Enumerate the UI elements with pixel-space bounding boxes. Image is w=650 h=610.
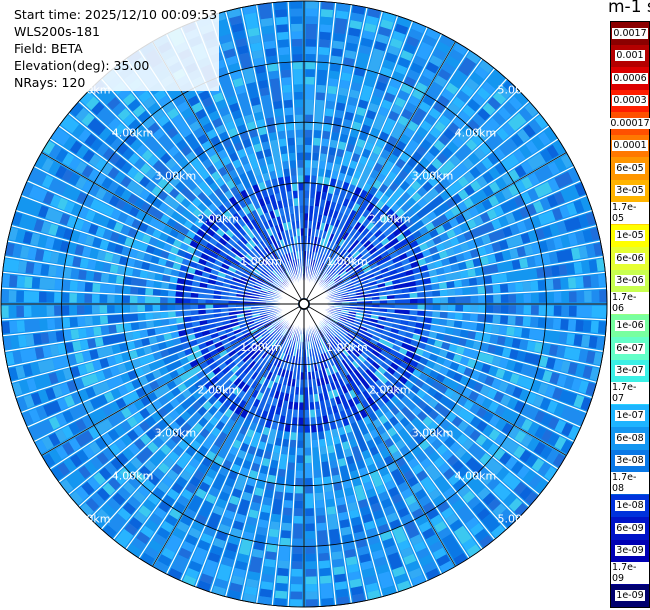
ring-label: 1.00km bbox=[326, 341, 368, 354]
colorbar-bin: 1e-07 bbox=[611, 404, 649, 427]
ring-label: 4.00km bbox=[112, 469, 154, 482]
colorbar-bin: 3e-08 bbox=[611, 449, 649, 472]
ring-label: 1.00km bbox=[326, 255, 368, 268]
azimuth-spoke bbox=[303, 41, 456, 305]
elevation-label: Elevation(deg): 35.00 bbox=[14, 58, 150, 73]
ring-label: 3.00km bbox=[155, 169, 197, 182]
colorbar-bin: 0.0017 bbox=[611, 22, 649, 45]
range-grid bbox=[0, 0, 608, 608]
colorbar-bin: 0.0003 bbox=[611, 89, 649, 112]
azimuth-spoke bbox=[303, 303, 456, 567]
colorbar-tick-label: 6e-09 bbox=[615, 522, 645, 534]
colorbar-tick-label: 1e-08 bbox=[615, 500, 645, 512]
colorbar-tick-label: 1.7e-07 bbox=[611, 382, 649, 405]
colorbar-tick-label: 1.7e-09 bbox=[611, 562, 649, 585]
colorbar-tick-label: 6e-07 bbox=[615, 342, 645, 354]
colorbar-tick-label: 1e-06 bbox=[615, 320, 645, 332]
azimuth-spoke bbox=[41, 152, 305, 305]
instrument-label: WLS200s-181 bbox=[14, 24, 100, 39]
azimuth-spoke bbox=[303, 303, 567, 456]
colorbar-tick-label: 1.7e-08 bbox=[611, 472, 649, 495]
colorbar-tick-label: 3e-09 bbox=[615, 545, 645, 557]
ring-label: 1.00km bbox=[240, 341, 282, 354]
colorbar-bin: 3e-09 bbox=[611, 539, 649, 562]
colorbar: 0.0017 0.001 0.0006 0.0003 0.00017 0.0001 6e-0… bbox=[609, 21, 650, 608]
colorbar-tick-label: 6e-05 bbox=[615, 162, 645, 174]
colorbar-bin: 3e-06 bbox=[611, 269, 649, 292]
colorbar-tick-label: 0.0017 bbox=[612, 27, 648, 39]
ring-label-layer: 1.00km 1.00km 1.00km 1.00km 2.00km 2.00km 2.00… bbox=[69, 84, 539, 526]
colorbar-tick-label: 0.0006 bbox=[612, 72, 648, 84]
colorbar-bin: 6e-09 bbox=[611, 517, 649, 540]
colorbar-bin: 6e-08 bbox=[611, 427, 649, 450]
colorbar-bin: 1.7e-06 bbox=[611, 292, 649, 315]
colorbar-tick-label: 0.0003 bbox=[612, 95, 648, 107]
colorbar-bin: 0.001 bbox=[611, 44, 649, 67]
ring-label: 1.00km bbox=[240, 255, 282, 268]
ring-label: 2.00km bbox=[198, 384, 240, 397]
colorbar-tick-label: 1e-07 bbox=[615, 410, 645, 422]
colorbar-tick-label: 1.7e-05 bbox=[611, 202, 649, 225]
radar-origin-marker bbox=[298, 298, 310, 310]
nrays-label: NRays: 120 bbox=[14, 75, 86, 90]
ring-label: 5.00km bbox=[498, 512, 540, 525]
ring-label: 5.00km bbox=[69, 512, 111, 525]
azimuth-spoke bbox=[303, 152, 567, 305]
ring-label: 3.00km bbox=[412, 427, 454, 440]
colorbar-tick-label: 3e-08 bbox=[615, 455, 645, 467]
colorbar-tick-label: 1e-09 bbox=[615, 590, 645, 602]
ray-gates bbox=[182, 175, 432, 433]
ray-gates bbox=[1, 5, 607, 599]
colorbar-bin: 0.0001 bbox=[611, 134, 649, 157]
ring-label: 2.00km bbox=[369, 384, 411, 397]
colorbar-tick-label: 0.0001 bbox=[612, 140, 648, 152]
colorbar-tick-label: 3e-07 bbox=[615, 365, 645, 377]
colorbar-bin: 1.7e-08 bbox=[611, 472, 649, 495]
ring-label: 4.00km bbox=[455, 469, 497, 482]
colorbar-bin: 1e-05 bbox=[611, 224, 649, 247]
colorbar-bin: 0.00017 bbox=[609, 112, 650, 135]
colorbar-tick-label: 3e-05 bbox=[615, 185, 645, 197]
ring-label: 3.00km bbox=[155, 427, 197, 440]
colorbar-bin: 1.7e-09 bbox=[611, 562, 649, 585]
colorbar-tick-label: 3e-06 bbox=[615, 275, 645, 287]
colorbar-bin: 1e-09 bbox=[611, 584, 649, 607]
ppi-plot: 1.00km 1.00km 1.00km 1.00km 2.00km 2.00km 2.00… bbox=[0, 0, 608, 608]
colorbar-tick-label: 6e-06 bbox=[615, 252, 645, 264]
colorbar-tick-label: 1.7e-06 bbox=[611, 292, 649, 315]
scan-info: Start time: 2025/12/10 00:09:53 WLS200s-… bbox=[12, 6, 220, 91]
colorbar-bin: 1e-06 bbox=[611, 314, 649, 337]
colorbar-bin: 1.7e-07 bbox=[611, 382, 649, 405]
ray-gates bbox=[2, 10, 607, 607]
colorbar-title: m-1 sr-1 bbox=[608, 0, 650, 17]
ring-label: 4.00km bbox=[455, 127, 497, 140]
colorbar-bin: 0.0006 bbox=[611, 67, 649, 90]
colorbar-tick-label: 0.001 bbox=[615, 50, 645, 62]
colorbar-bin: 1.7e-05 bbox=[611, 202, 649, 225]
colorbar-tick-label: 0.00017 bbox=[609, 117, 650, 129]
colorbar-bin: 6e-07 bbox=[611, 337, 649, 360]
field-label: Field: BETA bbox=[14, 41, 83, 56]
ray-gates bbox=[179, 183, 432, 433]
colorbar-bin: 3e-07 bbox=[611, 359, 649, 382]
colorbar-bin: 3e-05 bbox=[611, 179, 649, 202]
ring-label: 4.00km bbox=[112, 127, 154, 140]
ring-label: 2.00km bbox=[369, 212, 411, 225]
azimuth-spoke bbox=[152, 303, 305, 567]
colorbar-tick-label: 6e-08 bbox=[615, 432, 645, 444]
colorbar-bin: 6e-05 bbox=[611, 157, 649, 180]
ring-label: 3.00km bbox=[412, 169, 454, 182]
start-time-label: Start time: 2025/12/10 00:09:53 bbox=[14, 7, 218, 22]
ray-gates bbox=[8, 16, 592, 597]
colorbar-bin: 1e-08 bbox=[611, 494, 649, 517]
ring-label: 2.00km bbox=[198, 212, 240, 225]
ray-gates bbox=[175, 175, 433, 430]
ring-label: 5.00km bbox=[498, 84, 540, 97]
colorbar-bin: 6e-06 bbox=[611, 247, 649, 270]
colorbar-tick-label: 1e-05 bbox=[615, 230, 645, 242]
azimuth-spoke bbox=[41, 303, 305, 456]
